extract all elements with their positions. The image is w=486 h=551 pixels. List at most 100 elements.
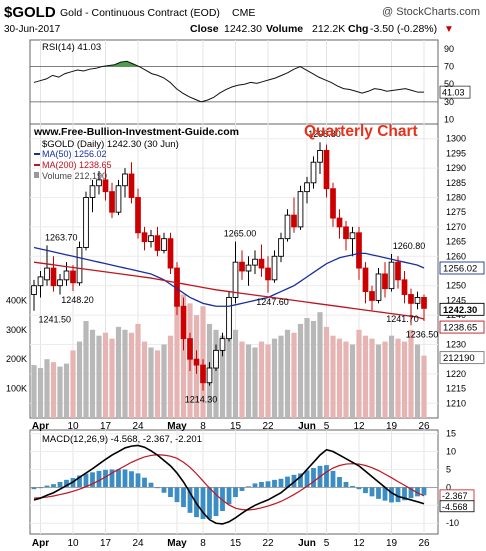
candle-body bbox=[331, 189, 336, 218]
x-tick-label: 19 bbox=[386, 538, 398, 549]
volume-tick-label: 400K bbox=[6, 295, 27, 305]
volume-bar bbox=[304, 318, 309, 418]
candle-body bbox=[305, 183, 310, 192]
price-tick-label: 1280 bbox=[446, 193, 466, 203]
volume-bar bbox=[395, 339, 400, 418]
volume-tick-label: 100K bbox=[6, 384, 27, 394]
candle-body bbox=[220, 339, 225, 351]
x-tick-label: 10 bbox=[67, 421, 79, 432]
header-chg-value: -3.50 (-0.28%) bbox=[370, 23, 437, 35]
volume-bar bbox=[51, 362, 56, 418]
header-volume-value: 212.2K bbox=[312, 23, 345, 35]
macd-histogram-bar bbox=[149, 483, 154, 488]
candle-body bbox=[201, 365, 206, 383]
volume-bar bbox=[96, 336, 101, 418]
candle-body bbox=[207, 368, 212, 383]
macd-histogram-bar bbox=[162, 487, 167, 492]
macd-histogram-bar bbox=[136, 473, 141, 487]
x-tick-label: 17 bbox=[100, 538, 112, 549]
candle-body bbox=[279, 239, 284, 257]
volume-bar bbox=[129, 333, 134, 418]
macd-histogram-bar bbox=[311, 468, 316, 487]
volume-bar bbox=[70, 350, 75, 418]
macd-histogram-bar bbox=[227, 487, 232, 504]
candle-body bbox=[337, 218, 342, 227]
x-tick-label: 8 bbox=[200, 538, 206, 549]
price-tick-label: 1265 bbox=[446, 237, 466, 247]
x-tick-label: 12 bbox=[353, 421, 365, 432]
ma50-legend: MA(50) 1256.02 bbox=[42, 149, 107, 159]
volume-bar bbox=[350, 345, 355, 419]
candle-body bbox=[415, 297, 420, 303]
x-tick-label: 24 bbox=[132, 538, 144, 549]
volume-bar bbox=[265, 345, 270, 419]
x-tick-label: 5 bbox=[324, 538, 330, 549]
website-label: www.Free-Bullion-Investment-Guide.com bbox=[33, 126, 239, 138]
volume-bar bbox=[174, 300, 179, 418]
volume-bar bbox=[246, 345, 251, 419]
price-tick-label: 1285 bbox=[446, 178, 466, 188]
header-brand: @ StockCharts.com bbox=[382, 6, 480, 18]
macd-histogram-bar bbox=[259, 482, 264, 487]
price-tick-label: 1275 bbox=[446, 207, 466, 217]
price-annotation: 1241.50 bbox=[39, 315, 72, 325]
volume-tick-label: 300K bbox=[6, 325, 27, 335]
volume-legend: Volume 212,190 bbox=[42, 171, 107, 181]
candle-body bbox=[103, 180, 108, 192]
volume-legend-swatch bbox=[34, 172, 39, 178]
volume-bar bbox=[44, 359, 49, 418]
price-tick-label: 1295 bbox=[446, 148, 466, 158]
candle-body bbox=[376, 274, 381, 300]
candle-body bbox=[350, 233, 355, 239]
macd-histogram-bar bbox=[337, 477, 342, 487]
volume-bar bbox=[135, 324, 140, 418]
macd-tick-label: 10 bbox=[446, 447, 456, 457]
price-tick-label: 1250 bbox=[446, 281, 466, 291]
x-tick-label: 22 bbox=[262, 421, 274, 432]
candle-body bbox=[58, 280, 63, 286]
quarterly-label: Quarterly Chart bbox=[304, 123, 418, 140]
price-annotation: 1236.50 bbox=[406, 329, 439, 339]
x-tick-label: 22 bbox=[262, 538, 274, 549]
x-tick-label: 10 bbox=[67, 538, 79, 549]
macd-histogram-bar bbox=[207, 487, 212, 519]
rsi-tick-label: 30 bbox=[444, 97, 454, 107]
volume-bar bbox=[337, 339, 342, 418]
volume-bar bbox=[343, 342, 348, 418]
candle-body bbox=[38, 277, 43, 286]
price-tick-label: 1270 bbox=[446, 222, 466, 232]
volume-bar bbox=[421, 356, 426, 418]
volume-bar bbox=[122, 330, 127, 418]
header-close-label: Close bbox=[190, 23, 219, 35]
macd-legend: MACD(12,26,9) -4.568, -2.367, -2.201 bbox=[42, 434, 202, 445]
volume-bar bbox=[239, 342, 244, 418]
candle-body bbox=[298, 192, 303, 227]
x-tick-label: 5 bbox=[324, 421, 330, 432]
candle-body bbox=[266, 268, 271, 280]
x-tick-label: 12 bbox=[353, 538, 365, 549]
x-tick-label: May bbox=[167, 421, 187, 432]
x-tick-label: May bbox=[167, 538, 187, 549]
volume-bar bbox=[116, 327, 121, 418]
volume-bar bbox=[272, 339, 277, 418]
x-tick-label: 19 bbox=[386, 421, 398, 432]
rsi-legend: RSI(14) 41.03 bbox=[42, 42, 101, 53]
volume-bar bbox=[77, 342, 82, 418]
volume-bar bbox=[168, 336, 173, 418]
price-annotation: 1241.70 bbox=[386, 314, 419, 324]
rsi-tick-label: 90 bbox=[444, 44, 454, 54]
volume-bar bbox=[369, 339, 374, 418]
candle-body bbox=[272, 256, 277, 280]
macd-histogram-bar bbox=[123, 469, 128, 487]
candle-body bbox=[149, 236, 154, 242]
macd-histogram-bar bbox=[233, 487, 238, 497]
macd-histogram-bar bbox=[175, 487, 180, 502]
ma200-value-label: 1238.65 bbox=[443, 323, 477, 334]
price-annotation: 1248.20 bbox=[61, 295, 94, 305]
x-tick-label: 15 bbox=[230, 538, 242, 549]
volume-bar bbox=[57, 367, 62, 418]
price-annotation: 1265.00 bbox=[224, 229, 257, 239]
candle-body bbox=[292, 215, 297, 227]
x-tick-label: 17 bbox=[100, 421, 112, 432]
